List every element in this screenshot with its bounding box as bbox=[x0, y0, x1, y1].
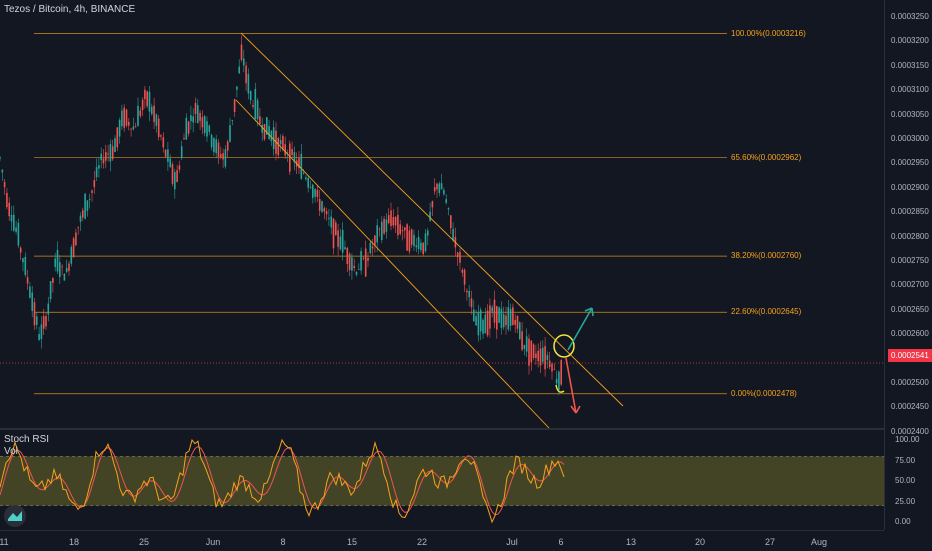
bounce-mark bbox=[555, 384, 565, 393]
price-tick: 0.0003250 bbox=[891, 12, 929, 21]
rsi-tick: 75.00 bbox=[895, 455, 916, 465]
price-chart-pane[interactable]: Tezos / Bitcoin, 4h, BINANCE 100.00%(0.0… bbox=[0, 0, 884, 429]
fib-level-label: 22.60%(0.0002645) bbox=[731, 307, 802, 317]
stoch-rsi-label: Stoch RSI bbox=[4, 434, 50, 445]
symbol-title: Tezos / Bitcoin, 4h, BINANCE bbox=[4, 4, 136, 15]
time-tick: Jul bbox=[506, 537, 518, 547]
vol-label: Vol bbox=[4, 446, 18, 457]
price-tick: 0.0002950 bbox=[891, 158, 929, 168]
price-tick: 0.0002750 bbox=[891, 256, 929, 265]
fib-level-label: 100.00%(0.0003216) bbox=[731, 28, 806, 38]
price-tick: 0.0002850 bbox=[891, 207, 929, 217]
pane-separator[interactable] bbox=[0, 428, 884, 430]
time-tick: Jun bbox=[205, 537, 221, 547]
price-tick: 0.0003000 bbox=[891, 134, 929, 143]
rsi-tick: 0.00 bbox=[895, 517, 911, 526]
tradingview-logo-icon[interactable] bbox=[4, 505, 26, 527]
arrow-down-icon bbox=[565, 357, 581, 414]
price-tick: 0.0002650 bbox=[891, 304, 929, 314]
price-tick: 0.0002450 bbox=[891, 402, 929, 412]
stoch-rsi-chart[interactable] bbox=[0, 430, 884, 530]
price-tick: 0.0002700 bbox=[891, 280, 929, 290]
price-tick: 0.0003100 bbox=[891, 85, 929, 95]
time-tick: 11 bbox=[0, 537, 9, 547]
current-price-tag: 0.0002541 bbox=[888, 349, 932, 362]
stoch-rsi-pane[interactable]: Stoch RSI Vol bbox=[0, 430, 884, 530]
price-tick: 0.0002600 bbox=[891, 329, 929, 339]
channel-lower-line bbox=[235, 99, 550, 429]
price-tick: 0.0003050 bbox=[891, 109, 929, 119]
time-tick: Aug bbox=[810, 537, 828, 547]
fib-level-label: 38.20%(0.0002760) bbox=[731, 251, 802, 261]
price-tick: 0.0002800 bbox=[891, 231, 929, 241]
stoch-rsi-d-line bbox=[0, 446, 565, 516]
fib-level-label: 0.00%(0.0002478) bbox=[731, 388, 797, 398]
time-axis[interactable]: 11 18 25 Jun 8 15 22 Jul 6 13 20 27 Aug bbox=[0, 530, 884, 551]
time-tick: 27 bbox=[764, 537, 776, 547]
time-tick: 13 bbox=[625, 537, 637, 547]
fib-level-label: 65.60%(0.0002962) bbox=[731, 152, 802, 162]
price-tick: 0.0003150 bbox=[891, 60, 929, 70]
candles bbox=[0, 35, 562, 396]
time-tick: 6 bbox=[558, 537, 564, 547]
price-tick: 0.0002500 bbox=[891, 378, 929, 387]
price-tick: 0.0002400 bbox=[891, 426, 929, 436]
breakout-circle bbox=[553, 334, 575, 358]
arrow-up-icon bbox=[567, 307, 594, 351]
price-tick: 0.0002900 bbox=[891, 182, 929, 192]
candlestick-chart[interactable] bbox=[0, 0, 884, 429]
time-tick: 18 bbox=[68, 537, 80, 547]
stoch-rsi-k-line bbox=[0, 438, 565, 524]
time-tick: 15 bbox=[346, 537, 358, 547]
rsi-tick: 100.00 bbox=[895, 435, 920, 444]
time-tick: 25 bbox=[138, 537, 150, 547]
time-tick: 22 bbox=[416, 537, 428, 547]
rsi-tick: 25.00 bbox=[895, 496, 916, 506]
price-tick: 0.0003200 bbox=[891, 36, 929, 46]
price-axis[interactable]: 0.0003250 0.0003200 0.0003150 0.0003100 0.00… bbox=[884, 0, 932, 530]
channel-upper-line bbox=[240, 32, 624, 407]
time-tick: 8 bbox=[280, 537, 286, 547]
rsi-tick: 50.00 bbox=[895, 476, 916, 485]
time-tick: 20 bbox=[694, 537, 706, 547]
